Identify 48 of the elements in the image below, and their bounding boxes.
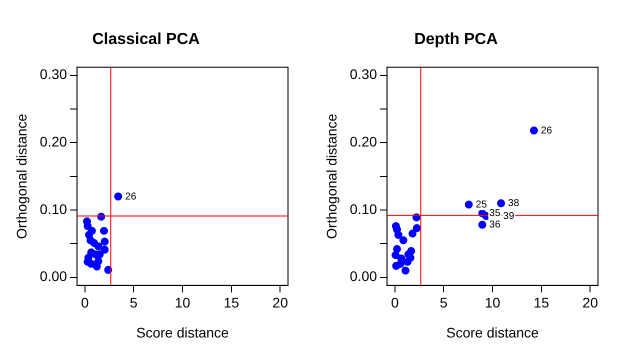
- x-tick-label: 10: [174, 294, 191, 311]
- y-tick-label: 0.10: [350, 200, 378, 217]
- x-tick-label: 5: [130, 294, 138, 311]
- point: [94, 242, 102, 250]
- point: [394, 230, 402, 239]
- chart-title: Depth PCA: [414, 31, 498, 48]
- x-tick-label: 5: [440, 294, 448, 311]
- y-tick-label: 0.30: [350, 66, 378, 82]
- x-axis-title: Score distance: [446, 324, 540, 340]
- chart-title: Classical PCA: [92, 31, 200, 48]
- annotation: 35: [489, 208, 501, 220]
- x-tick-label: 0: [80, 294, 89, 311]
- y-tick-label: 0.20: [40, 133, 68, 150]
- x-tick-label: 15: [534, 294, 550, 311]
- annotation: 39: [503, 210, 515, 222]
- point: [402, 266, 410, 275]
- x-tick-label: 0: [390, 294, 399, 311]
- x-tick-label: 15: [224, 294, 240, 311]
- x-tick-label: 20: [272, 294, 288, 311]
- x-axis-title: Score distance: [136, 324, 230, 340]
- point: [408, 230, 417, 238]
- point: [100, 226, 108, 235]
- point: [478, 220, 486, 229]
- x-tick-label: 20: [582, 294, 598, 311]
- point: [92, 262, 101, 271]
- point: [396, 260, 405, 268]
- point: [404, 258, 412, 266]
- y-axis-title: Orthogonal distance: [323, 113, 340, 239]
- point: [114, 192, 122, 201]
- point: [100, 238, 109, 246]
- point: [399, 236, 408, 244]
- annotation: 38: [508, 198, 520, 209]
- y-axis-title: Orthogonal distance: [13, 113, 30, 239]
- point: [530, 126, 538, 135]
- y-tick-label: 0.30: [40, 66, 68, 82]
- point: [412, 224, 421, 232]
- y-tick-label: 0.00: [350, 268, 378, 284]
- point: [392, 251, 400, 260]
- x-tick-label: 10: [484, 294, 501, 311]
- point: [497, 199, 506, 208]
- annotation: 26: [540, 125, 552, 136]
- y-tick-label: 0.10: [40, 200, 68, 217]
- annotation: 36: [489, 220, 501, 231]
- point: [464, 200, 473, 209]
- annotation: 26: [125, 191, 137, 202]
- y-tick-label: 0.00: [40, 268, 68, 284]
- y-tick-label: 0.20: [350, 133, 378, 150]
- annotation: 25: [476, 199, 488, 210]
